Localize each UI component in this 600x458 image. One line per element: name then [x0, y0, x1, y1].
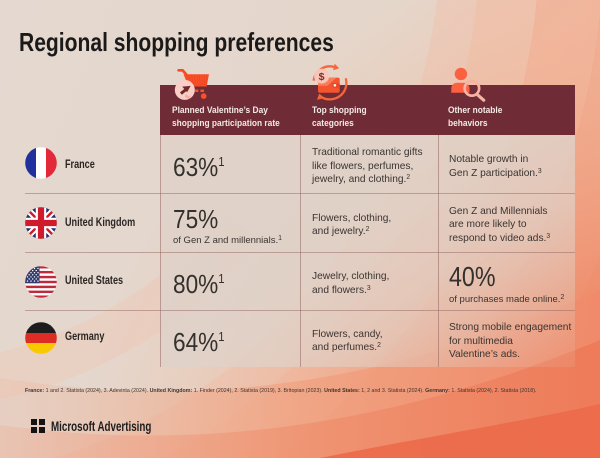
svg-text:$: $	[319, 71, 325, 83]
